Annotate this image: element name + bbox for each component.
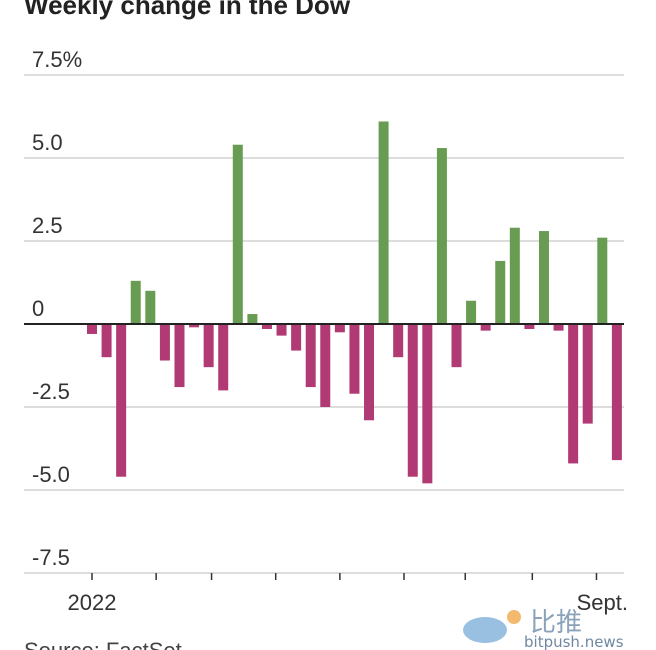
bar bbox=[495, 260, 506, 324]
y-tick-label: 7.5% bbox=[32, 47, 82, 72]
y-tick-label: -7.5 bbox=[32, 545, 70, 570]
bar bbox=[130, 280, 141, 324]
bar bbox=[159, 324, 170, 361]
bar bbox=[87, 324, 97, 334]
bar bbox=[101, 324, 112, 358]
bar bbox=[568, 324, 579, 464]
y-tick-label: 2.5 bbox=[32, 213, 63, 238]
bar bbox=[553, 324, 564, 331]
x-tick-label: Sept. bbox=[577, 590, 628, 615]
bar bbox=[232, 144, 243, 324]
bar bbox=[334, 324, 345, 333]
bar bbox=[276, 324, 287, 336]
bar bbox=[320, 324, 331, 407]
bar bbox=[422, 324, 433, 484]
bar bbox=[218, 324, 229, 391]
bar bbox=[466, 300, 477, 324]
bar bbox=[524, 324, 535, 329]
y-tick-label: 5.0 bbox=[32, 130, 63, 155]
x-tick-label: 2022 bbox=[68, 590, 117, 615]
watermark-text: 比推 bbox=[530, 608, 582, 638]
bar bbox=[538, 231, 549, 324]
watermark-logo: 比推 bitpush.news bbox=[463, 608, 624, 650]
bar bbox=[407, 324, 418, 477]
bar bbox=[582, 324, 593, 424]
y-tick-label: -2.5 bbox=[32, 379, 70, 404]
source-note: Source: FactSet bbox=[24, 638, 182, 650]
bar bbox=[364, 324, 375, 421]
bar bbox=[145, 290, 156, 324]
bar bbox=[247, 314, 258, 324]
chart-title: Weekly change in the Dow bbox=[24, 0, 351, 20]
bar bbox=[436, 148, 447, 324]
bar bbox=[349, 324, 360, 394]
bar bbox=[261, 324, 272, 329]
bar bbox=[378, 121, 389, 324]
y-tick-label: 0 bbox=[32, 296, 44, 321]
bar bbox=[174, 324, 185, 388]
bar bbox=[116, 324, 127, 477]
bar bbox=[189, 324, 200, 328]
y-tick-label: -5.0 bbox=[32, 462, 70, 487]
watermark-subtext: bitpush.news bbox=[524, 633, 624, 650]
bar bbox=[480, 324, 491, 331]
bar bbox=[393, 324, 404, 358]
bar bbox=[203, 324, 214, 368]
bird-icon bbox=[463, 617, 507, 643]
bar bbox=[509, 227, 520, 324]
bar bbox=[597, 237, 608, 324]
bar bbox=[291, 324, 302, 351]
coin-icon bbox=[507, 610, 521, 624]
bar bbox=[451, 324, 462, 368]
bar bbox=[305, 324, 316, 388]
bar bbox=[611, 324, 622, 461]
